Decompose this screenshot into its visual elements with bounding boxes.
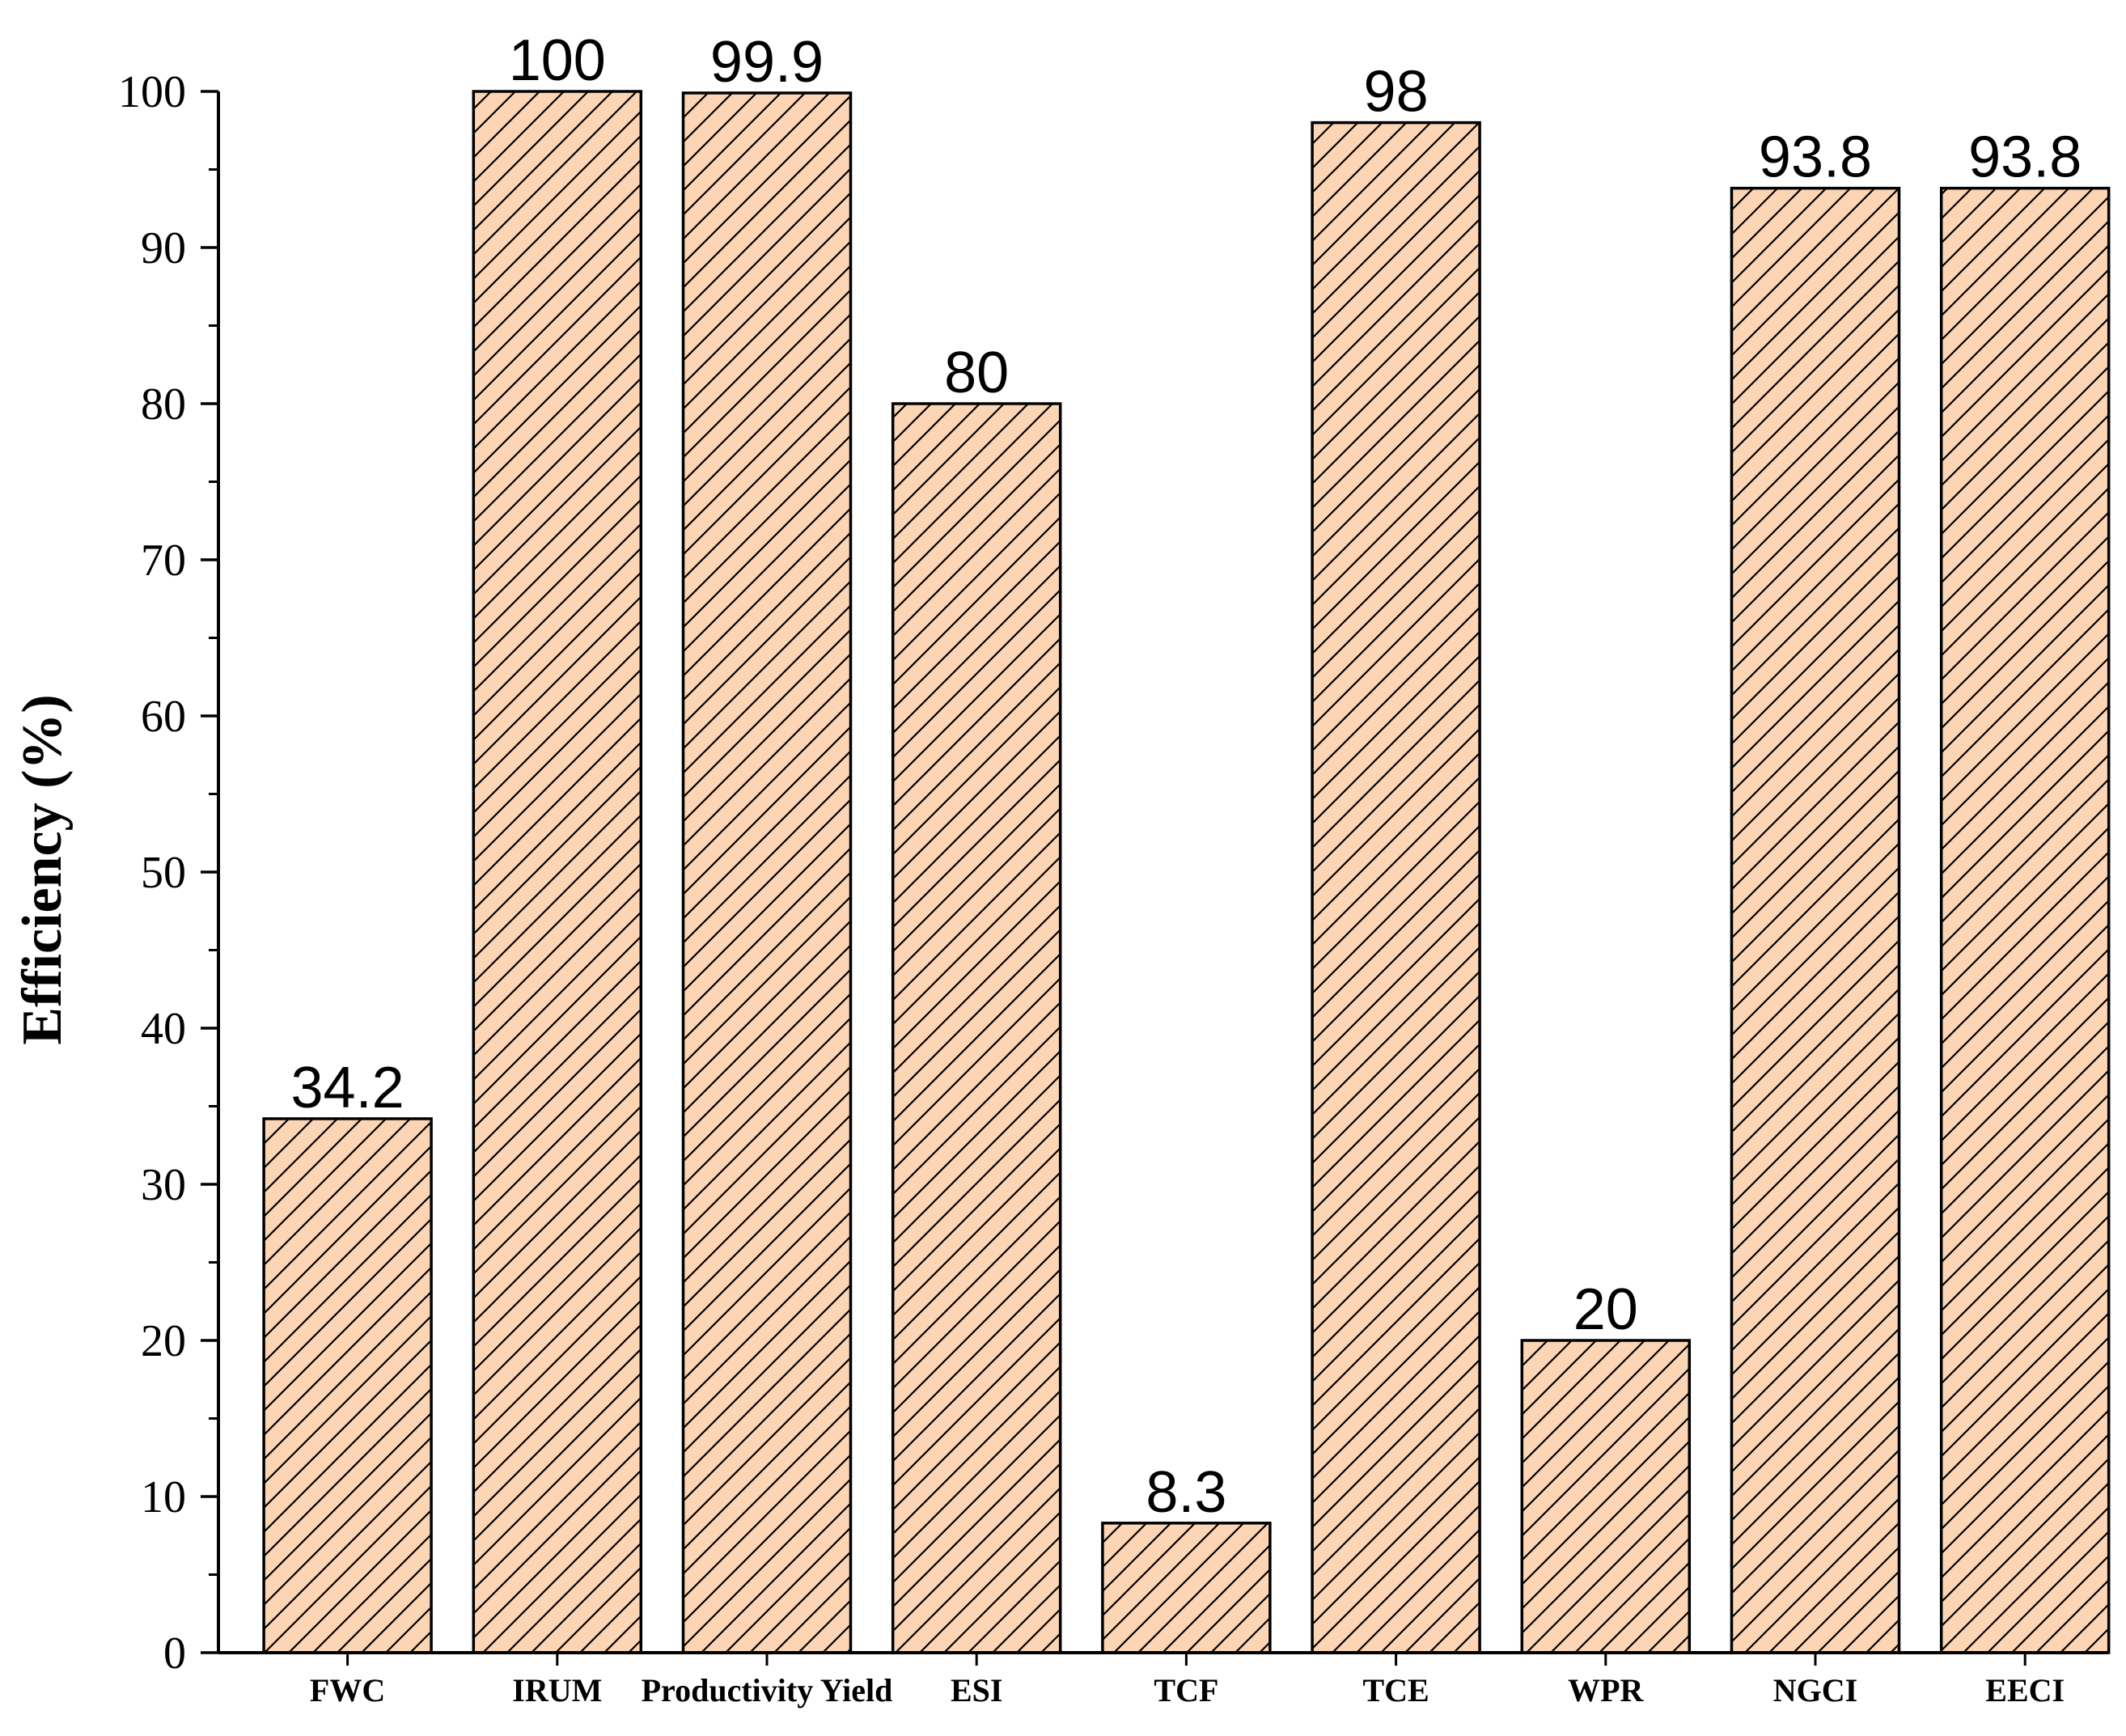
data-label: 8.3	[1146, 1460, 1226, 1525]
data-label: 93.8	[1759, 125, 1872, 190]
y-tick-label: 20	[141, 1316, 186, 1366]
bar-tcf	[1101, 1522, 1272, 1654]
bar-esi	[891, 402, 1062, 1654]
x-tick-label: IRUM	[512, 1672, 602, 1708]
bar-wpr	[1520, 1339, 1692, 1654]
y-tick-label: 90	[141, 223, 186, 273]
x-tick-label: TCE	[1362, 1672, 1429, 1708]
data-label: 99.9	[710, 30, 824, 95]
bar-ngci	[1730, 186, 1901, 1654]
y-tick-label: 100	[118, 67, 186, 117]
y-tick-label: 70	[141, 536, 186, 586]
bar-productivity-yield	[681, 91, 853, 1654]
x-tick-label: WPR	[1568, 1672, 1644, 1708]
y-tick-label: 50	[141, 848, 186, 898]
y-tick-label: 80	[141, 379, 186, 430]
x-tick-label: Productivity Yield	[642, 1672, 893, 1708]
bar-fwc	[262, 1117, 433, 1654]
x-tick-label: FWC	[310, 1672, 385, 1708]
y-tick-label: 0	[163, 1628, 186, 1679]
x-tick-label: TCF	[1154, 1672, 1218, 1708]
y-tick-label: 10	[141, 1472, 186, 1522]
data-label: 20	[1573, 1277, 1638, 1342]
data-label: 93.8	[1968, 125, 2082, 190]
bar-tce	[1311, 121, 1481, 1654]
axes: FWC IRUM Productivity Yield ESI TCF TCE WPR NGC…	[118, 67, 2107, 1708]
x-tick-label: ESI	[951, 1672, 1003, 1708]
data-label: 98	[1364, 60, 1429, 125]
x-tick-label: NGCI	[1773, 1672, 1857, 1708]
data-label: 34.2	[291, 1056, 404, 1120]
data-label: 100	[509, 28, 606, 93]
y-tick-label: 40	[141, 1004, 186, 1054]
x-tick-label: EECI	[1985, 1672, 2065, 1708]
y-axis-title: Efficiency (%)	[11, 694, 74, 1044]
bar-eeci	[1939, 186, 2111, 1654]
data-label: 80	[944, 341, 1009, 405]
bar-irum	[472, 90, 643, 1654]
plot-area: 34.2 100 99.9 80 8.3 98 20 93.8 93.8	[262, 28, 2111, 1654]
y-tick-label: 60	[141, 692, 186, 742]
y-tick-label: 30	[141, 1160, 186, 1210]
